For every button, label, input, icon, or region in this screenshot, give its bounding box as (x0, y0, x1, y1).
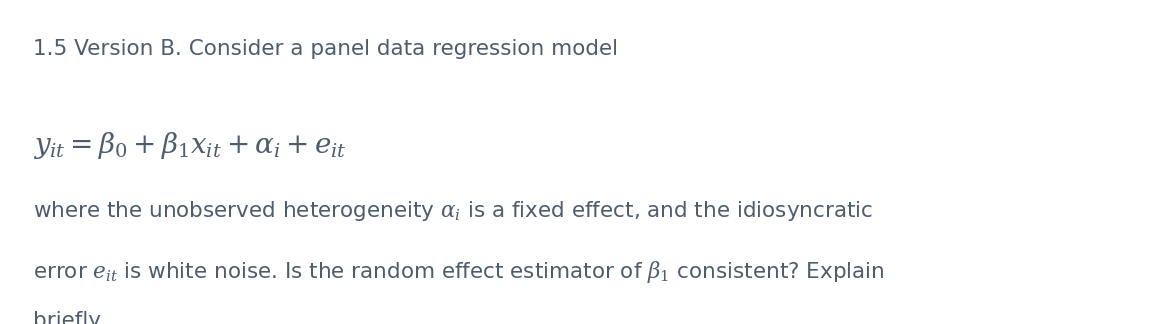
Text: 1.5 Version B. Consider a panel data regression model: 1.5 Version B. Consider a panel data reg… (33, 39, 618, 59)
Text: where the unobserved heterogeneity $\alpha_i$ is a fixed effect, and the idiosyn: where the unobserved heterogeneity $\alp… (33, 199, 873, 223)
Text: error $e_{it}$ is white noise. Is the random effect estimator of $\beta_1$ consi: error $e_{it}$ is white noise. Is the ra… (33, 259, 885, 285)
Text: briefly.: briefly. (33, 311, 104, 324)
Text: $y_{it} = \beta_0 + \beta_1 x_{it} + \alpha_i + e_{it}$: $y_{it} = \beta_0 + \beta_1 x_{it} + \al… (33, 130, 346, 161)
